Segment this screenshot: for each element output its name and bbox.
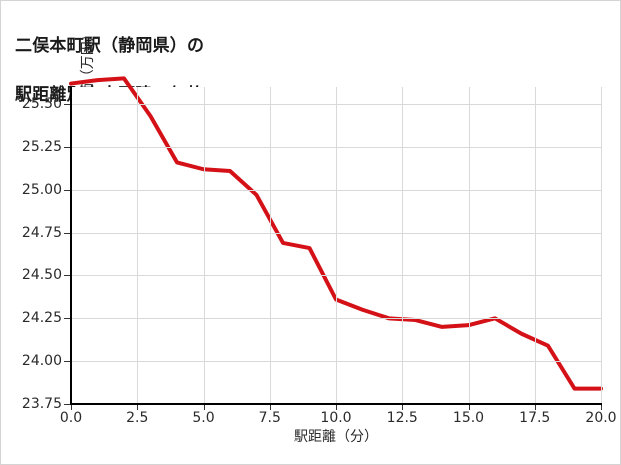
gridline-vertical bbox=[601, 87, 602, 404]
x-tick-mark bbox=[204, 405, 205, 410]
y-tick-label: 24.50 bbox=[21, 267, 62, 284]
y-tick-label: 24.75 bbox=[21, 224, 62, 241]
y-tick-label: 25.50 bbox=[21, 96, 62, 113]
y-tick-mark bbox=[64, 361, 70, 362]
gridline-vertical bbox=[336, 87, 337, 404]
x-tick-label: 5.0 bbox=[192, 410, 215, 426]
x-tick-label: 7.5 bbox=[258, 410, 281, 426]
x-tick-label: 15.0 bbox=[452, 410, 485, 426]
y-tick-label: 25.00 bbox=[21, 181, 62, 198]
y-tick-label: 23.75 bbox=[21, 396, 62, 412]
y-tick-mark bbox=[64, 233, 70, 234]
gridline-vertical bbox=[270, 87, 271, 404]
y-tick-mark bbox=[64, 190, 70, 191]
gridline-vertical bbox=[204, 87, 205, 404]
y-tick-mark bbox=[64, 104, 70, 105]
title-line-1: 二俣本町駅（静岡県）の bbox=[15, 35, 205, 55]
y-tick-label: 24.00 bbox=[21, 353, 62, 370]
x-tick-mark bbox=[535, 405, 536, 410]
x-tick-label: 10.0 bbox=[320, 410, 352, 426]
x-tick-mark bbox=[469, 405, 470, 410]
gridline-vertical bbox=[402, 87, 403, 404]
x-tick-label: 12.5 bbox=[386, 410, 418, 426]
x-tick-mark bbox=[336, 405, 337, 410]
x-axis-label: 駅距離（分） bbox=[294, 428, 378, 444]
x-tick-mark bbox=[71, 405, 72, 410]
y-tick-mark bbox=[64, 147, 70, 148]
plot-area bbox=[69, 76, 603, 404]
y-tick-mark bbox=[64, 275, 70, 276]
x-tick-mark bbox=[601, 405, 602, 410]
y-tick-mark bbox=[64, 318, 70, 319]
x-tick-label: 2.5 bbox=[126, 410, 149, 426]
x-tick-label: 20.0 bbox=[585, 410, 617, 426]
y-tick-label: 24.25 bbox=[21, 310, 62, 327]
y-axis-tick-labels: 23.75 24.00 24.25 24.50 24.75 25.00 25.25 25.50 bbox=[1, 1, 62, 464]
y-tick-mark bbox=[64, 404, 70, 405]
gridline-vertical bbox=[137, 87, 138, 404]
x-tick-mark bbox=[402, 405, 403, 410]
y-axis-spine bbox=[70, 87, 72, 405]
x-tick-mark bbox=[270, 405, 271, 410]
x-tick-mark bbox=[137, 405, 138, 410]
gridline-vertical bbox=[535, 87, 536, 404]
x-tick-label: 17.5 bbox=[519, 410, 551, 426]
x-axis-spine bbox=[70, 403, 602, 405]
x-tick-label: 0.0 bbox=[59, 410, 83, 426]
y-tick-label: 25.25 bbox=[21, 138, 62, 155]
gridline-vertical bbox=[469, 87, 470, 404]
